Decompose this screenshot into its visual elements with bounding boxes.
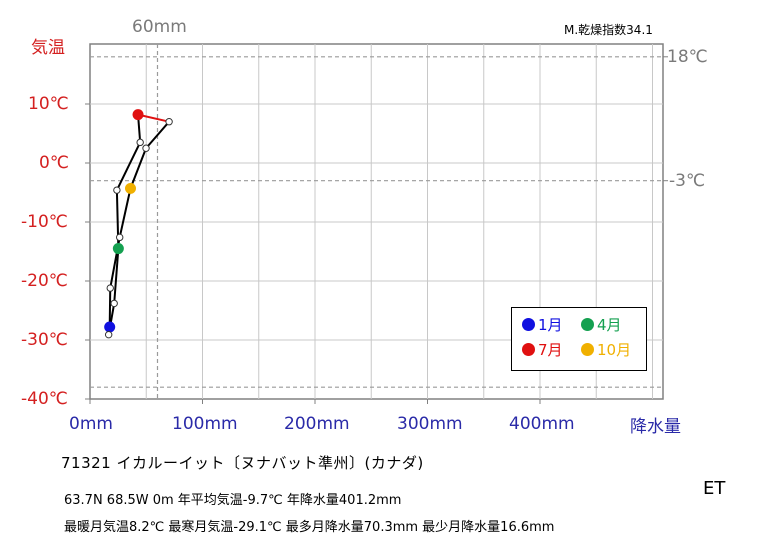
data-point-month-4 [112, 243, 124, 255]
data-point-month-6 [136, 138, 144, 147]
x-axis-title: 降水量 [630, 417, 681, 437]
x-tick-label: 300mm [397, 414, 463, 434]
y-tick-label: -10℃ [21, 212, 68, 232]
data-point-month-5 [113, 186, 121, 194]
ref-temp-label-minus3: -3℃ [669, 171, 706, 191]
series-segment [145, 120, 171, 150]
legend-label: 4月 [597, 316, 622, 334]
legend-label: 7月 [538, 341, 563, 359]
x-tick-label: 200mm [284, 414, 350, 434]
station-title: 71321 イカルーイット〔ヌナバット準州〕(カナダ) [61, 454, 424, 472]
y-tick-label: -40℃ [21, 389, 68, 409]
x-tick-label: 100mm [172, 414, 238, 434]
legend-item-jul: 7月 [522, 339, 563, 360]
legend-dot-icon [522, 343, 535, 356]
legend-item-apr: 4月 [581, 314, 622, 335]
data-point-month-11 [116, 233, 124, 242]
legend: 1月 4月 7月 10月 [511, 307, 647, 371]
legend-item-jan: 1月 [522, 314, 563, 335]
legend-dot-icon [581, 343, 594, 356]
data-point-month-7 [132, 109, 144, 121]
ref-precip-label: 60mm [132, 17, 187, 37]
data-point-month-10 [125, 182, 136, 194]
y-tick-label: 0℃ [39, 153, 69, 173]
data-point-month-8 [165, 118, 173, 126]
info-line-1: 63.7N 68.5W 0m 年平均気温-9.7℃ 年降水量401.2mm [64, 493, 402, 508]
y-tick-label: -20℃ [21, 271, 68, 291]
series-segment [118, 187, 132, 239]
data-point-month-12 [106, 284, 114, 292]
ref-temp-label-18: 18℃ [667, 47, 708, 67]
climate-class: ET [703, 478, 726, 499]
legend-dot-icon [581, 318, 594, 331]
y-axis-title: 気温 [31, 38, 65, 58]
legend-label: 1月 [538, 316, 563, 334]
data-point-month-3 [110, 299, 118, 308]
series-segment [113, 247, 120, 305]
series-segment [108, 287, 112, 329]
x-tick-label: 0mm [69, 414, 113, 434]
legend-dot-icon [522, 318, 535, 331]
legend-item-oct: 10月 [581, 339, 631, 360]
x-tick-label: 400mm [509, 414, 575, 434]
y-tick-label: 10℃ [28, 94, 69, 114]
info-line-2: 最暖月気温8.2℃ 最寒月気温-29.1℃ 最多月降水量70.3mm 最少月降水… [64, 520, 555, 535]
data-point-month-1 [104, 321, 116, 333]
series-segment [115, 141, 142, 192]
data-point-month-9 [142, 144, 150, 152]
y-tick-label: -30℃ [21, 330, 68, 350]
series-segment [129, 147, 148, 190]
legend-label: 10月 [597, 341, 632, 359]
aridity-index-note: M.乾燥指数34.1 [564, 23, 653, 37]
data-point-month-2 [104, 330, 113, 339]
